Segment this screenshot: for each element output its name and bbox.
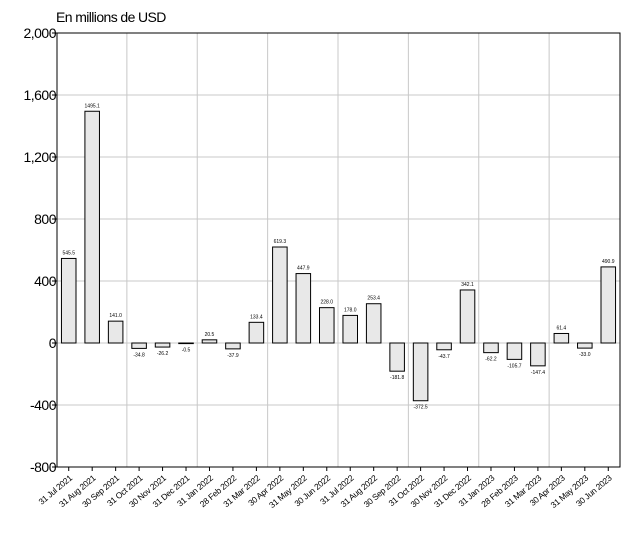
data-label: 178.0 [344, 307, 357, 313]
bar [272, 246, 288, 344]
data-label: 228.0 [321, 300, 334, 306]
bar [295, 273, 312, 344]
data-label: 141.0 [109, 313, 122, 319]
data-label: 253.4 [367, 296, 380, 302]
bar [412, 342, 429, 402]
data-label: 619.3 [274, 239, 287, 245]
data-label: -33.0 [579, 352, 591, 358]
y-axis-ticks: -800 -400 0 400 800 1,200 1,600 2,000 [23, 25, 57, 475]
bar [365, 303, 382, 344]
data-label: -372.5 [414, 405, 428, 411]
bar [459, 289, 476, 344]
y-axis-unit-label: En millions de USD [56, 9, 166, 25]
bar [506, 342, 523, 360]
y-tick-label: 400 [34, 273, 57, 289]
bar [248, 321, 265, 344]
data-label: 342.1 [461, 282, 474, 288]
y-tick-label: 0 [49, 335, 57, 351]
bar [178, 342, 194, 345]
data-label: -147.4 [531, 370, 545, 376]
data-labels: 545.5 1495.1 141.0 -34.8 -26.2 -0.5 20.5 -37.9 1… [62, 103, 614, 410]
y-tick-label: 1,200 [23, 149, 56, 165]
data-label: -37.9 [227, 353, 239, 359]
bar [84, 110, 100, 344]
bar [483, 342, 499, 354]
data-label: -0.5 [182, 348, 191, 354]
y-tick-label: 800 [34, 211, 57, 227]
bar [530, 342, 546, 367]
data-label: 133.4 [250, 314, 263, 320]
bar [131, 342, 147, 349]
data-label: -181.8 [390, 375, 404, 381]
bar [389, 342, 405, 372]
data-label: 1495.1 [85, 103, 101, 109]
y-tick-label: -400 [30, 397, 57, 413]
data-label: -26.2 [157, 351, 169, 357]
y-tick-label: -800 [30, 459, 57, 475]
bar [107, 320, 124, 344]
bar [342, 314, 359, 344]
bar [577, 342, 593, 349]
data-label: -105.7 [507, 363, 521, 369]
data-label: 545.5 [62, 250, 75, 256]
bar [600, 266, 617, 344]
data-label: 490.9 [602, 259, 615, 265]
bar [60, 257, 77, 344]
data-label: 61.4 [556, 325, 566, 331]
data-label: -43.7 [438, 354, 450, 360]
bar [318, 307, 335, 344]
data-label: -34.8 [133, 352, 145, 358]
y-tick-label: 2,000 [23, 25, 56, 41]
bar [201, 339, 218, 344]
bar [436, 342, 452, 351]
data-label: 447.9 [297, 266, 310, 272]
data-label: 20.5 [205, 332, 215, 338]
bars [60, 110, 617, 402]
bar [225, 342, 241, 350]
data-label: -62.2 [485, 357, 497, 363]
y-tick-label: 1,600 [23, 87, 56, 103]
grid-lines [57, 32, 620, 468]
bar [154, 342, 171, 348]
plot-frame [56, 32, 621, 468]
bar [553, 332, 570, 344]
